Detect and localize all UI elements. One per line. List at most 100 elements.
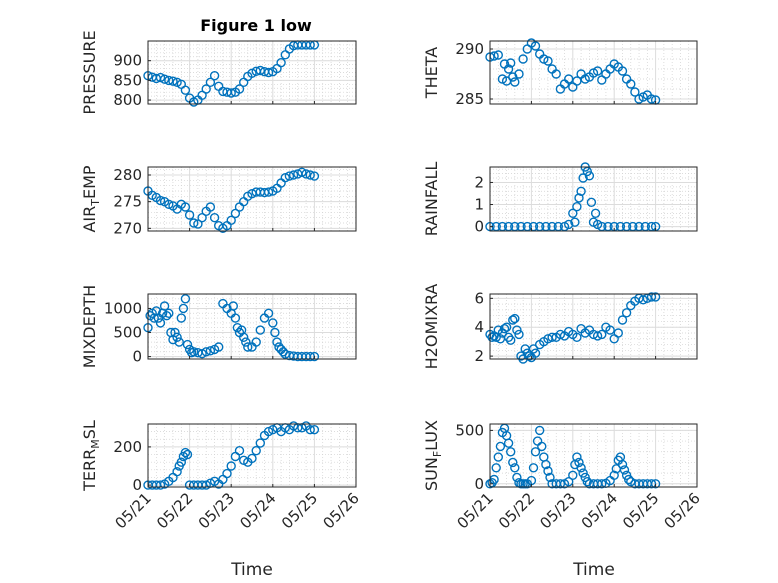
data-point: [650, 479, 661, 489]
data-point: [568, 470, 578, 480]
plot-area-h2omixra: [490, 294, 697, 359]
y-tick-label: 6: [474, 289, 484, 307]
data-point: [613, 328, 623, 338]
axes-box-air-temp: [147, 166, 357, 232]
data-point: [578, 468, 588, 478]
data-point: [646, 292, 657, 302]
data-point: [263, 67, 274, 78]
data-point: [309, 351, 320, 362]
data-point: [592, 331, 603, 341]
subplot-rainfall: 0 1 2 RAINFALL: [422, 162, 698, 237]
y-tick-label: 290: [455, 40, 484, 58]
data-point: [572, 332, 582, 342]
data-point: [493, 50, 503, 60]
data-point: [578, 173, 588, 183]
data-point: [270, 327, 280, 338]
data-point: [650, 292, 661, 302]
data-point: [512, 325, 522, 335]
data-point: [590, 208, 601, 219]
data-point: [272, 337, 282, 347]
y-axis-label-theta: THETA: [422, 47, 441, 99]
data-point: [528, 344, 539, 354]
axes-box-mixdepth: [147, 293, 357, 360]
data-point: [543, 466, 553, 476]
data-point: [309, 425, 320, 435]
data-point: [159, 301, 170, 311]
data-point: [172, 467, 182, 477]
y-tick-label: 0: [474, 218, 484, 236]
data-point: [201, 347, 211, 357]
data-point: [182, 339, 193, 350]
x-tick-label: 05/26: [320, 489, 363, 532]
x-tick-label: 05/23: [195, 489, 238, 532]
axes-box-sun-flux: [489, 423, 698, 488]
y-tick-label: 800: [113, 91, 142, 109]
y-tick-label: 850: [113, 71, 142, 89]
data-point: [263, 308, 274, 318]
data-point: [541, 459, 551, 470]
data-point: [624, 474, 634, 485]
data-point: [168, 76, 178, 86]
data-point: [576, 186, 586, 197]
data-point: [255, 65, 265, 76]
data-point: [251, 337, 261, 347]
y-tick-label: 1: [474, 196, 484, 214]
y-tick-label: 900: [113, 52, 142, 70]
data-point: [586, 197, 597, 208]
data-point: [605, 325, 615, 335]
data-point: [506, 58, 516, 68]
data-point: [268, 318, 278, 328]
data-point: [617, 315, 628, 325]
data-point: [564, 477, 574, 487]
data-point: [508, 457, 518, 468]
plot-area-sun-flux: [490, 424, 697, 487]
data-point: [255, 438, 265, 448]
data-point: [609, 470, 619, 480]
data-point: [512, 472, 522, 483]
data-point: [564, 219, 574, 230]
x-tick-label: 05/22: [495, 489, 538, 532]
data-point: [161, 311, 172, 321]
axes-box-theta: [489, 40, 698, 105]
data-point: [180, 85, 191, 95]
data-point: [570, 217, 580, 227]
data-point: [576, 463, 586, 473]
data-point: [597, 479, 607, 489]
data-point: [510, 77, 520, 87]
data-point: [226, 215, 236, 226]
data-point: [155, 480, 166, 490]
x-tick-label: 05/25: [619, 489, 662, 532]
data-point: [180, 294, 191, 304]
y-axis-label-rainfall: RAINFALL: [422, 162, 441, 237]
y-axis-label-air-temp: AIRTEMP: [80, 165, 102, 232]
x-tick-label: 05/22: [153, 489, 196, 532]
data-point: [617, 66, 628, 76]
data-point: [646, 479, 657, 489]
data-point: [182, 449, 193, 460]
data-point: [617, 459, 628, 470]
x-tick-label: 05/24: [236, 489, 279, 532]
markers-air-temp: [143, 167, 320, 234]
data-point: [164, 199, 174, 210]
figure-title: Figure 1 low: [200, 16, 312, 35]
y-tick-label: 0: [132, 476, 142, 494]
data-point: [626, 79, 636, 89]
data-point: [205, 346, 216, 356]
data-point: [508, 315, 518, 325]
axes-box-pressure: [147, 40, 357, 105]
y-axis-label-mixdepth: MIXDEPTH: [80, 285, 99, 368]
x-tick-label: 05/23: [536, 489, 579, 532]
y-tick-label: 0: [474, 475, 484, 493]
data-point: [280, 349, 290, 359]
data-point: [197, 480, 207, 490]
data-point: [506, 447, 516, 457]
y-tick-label: 1000: [104, 299, 142, 317]
data-point: [646, 94, 657, 104]
data-point: [155, 318, 166, 328]
subplot-mixdepth: 0 500 1000 MIXDEPTH: [80, 285, 357, 368]
data-point: [580, 472, 590, 483]
data-point: [222, 468, 232, 479]
data-point: [280, 172, 290, 183]
